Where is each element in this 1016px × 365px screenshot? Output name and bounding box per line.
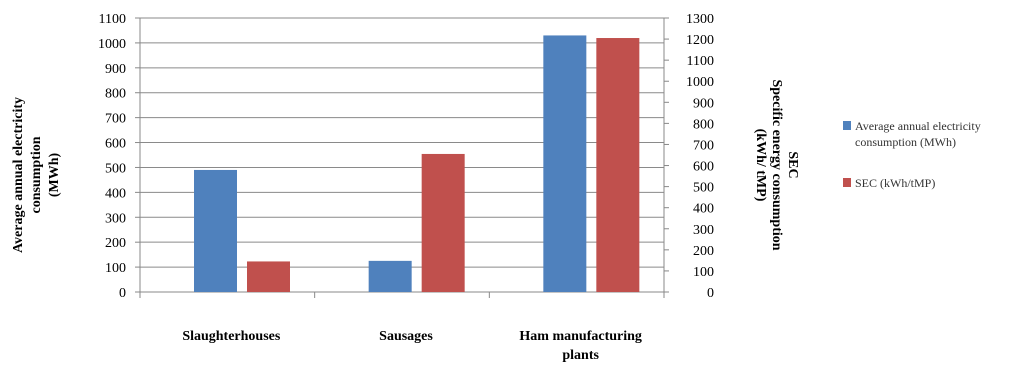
right-tick-label: 600	[693, 160, 714, 175]
right-tick-label: 500	[693, 181, 714, 196]
right-tick-label: 1300	[686, 12, 714, 27]
right-tick-label: 200	[693, 244, 714, 259]
left-tick-label: 100	[105, 261, 126, 276]
right-tick-label: 1000	[686, 75, 714, 90]
right-tick-label: 300	[693, 223, 714, 238]
right-tick-label: 900	[693, 96, 714, 111]
y2-axis-label-line: SEC	[785, 151, 800, 178]
left-tick-label: 200	[105, 236, 126, 251]
y-axis-label-line: consumption	[29, 136, 44, 213]
right-tick-label: 1100	[687, 54, 714, 69]
bar-electricity	[194, 169, 237, 292]
left-tick-label: 800	[105, 87, 126, 102]
left-tick-label: 1100	[99, 12, 126, 27]
y-axis-label: Average annual electricity consumption (MW…	[11, 97, 62, 253]
left-tick-label: 600	[105, 137, 126, 152]
right-axis-ticks: 0 100 200 300 400 500 600 700 800 900 1000 1100 1200…	[664, 12, 714, 301]
legend-swatch	[843, 121, 851, 130]
right-tick-label: 0	[707, 286, 714, 301]
category-label: Slaughterhouses	[182, 329, 281, 344]
left-tick-label: 400	[105, 186, 126, 201]
category-label: Sausages	[379, 329, 433, 344]
category-label: plants	[562, 348, 599, 363]
legend: Average annual electricity consumption (M…	[843, 119, 981, 190]
y-axis-label-line: Average annual electricity	[11, 97, 26, 253]
bars	[139, 35, 665, 298]
y-axis-label-line: (MWh)	[47, 153, 62, 198]
category-label: Ham manufacturing	[519, 329, 642, 344]
left-tick-label: 900	[105, 62, 126, 77]
right-tick-label: 400	[693, 202, 714, 217]
bar-sec	[247, 261, 290, 292]
bar-electricity	[543, 35, 587, 292]
bar-electricity	[368, 260, 412, 292]
legend-entry: SEC (kWh/tMP)	[855, 176, 935, 190]
right-tick-label: 1200	[686, 33, 714, 48]
right-tick-label: 800	[693, 117, 714, 132]
y2-axis-label-line: Specific energy consumption	[769, 79, 784, 250]
left-tick-label: 0	[119, 286, 126, 301]
left-tick-label: 300	[105, 211, 126, 226]
bar-sec	[596, 38, 640, 293]
left-axis-ticks: 0 100 200 300 400 500 600 700 800 900 1000 1100	[98, 12, 140, 301]
legend-swatch	[843, 178, 851, 187]
left-tick-label: 700	[105, 112, 126, 127]
category-labels: Slaughterhouses Sausages Ham manufacturing…	[182, 329, 642, 363]
left-tick-label: 1000	[98, 37, 126, 52]
right-tick-label: 700	[693, 138, 714, 153]
right-tick-label: 100	[693, 265, 714, 280]
y2-axis-label-line: (kWh/ tMP)	[753, 129, 768, 202]
bar-sec	[421, 153, 465, 292]
legend-entry: consumption (MWh)	[855, 135, 956, 149]
left-tick-label: 500	[105, 161, 126, 176]
legend-entry: Average annual electricity	[855, 119, 981, 133]
